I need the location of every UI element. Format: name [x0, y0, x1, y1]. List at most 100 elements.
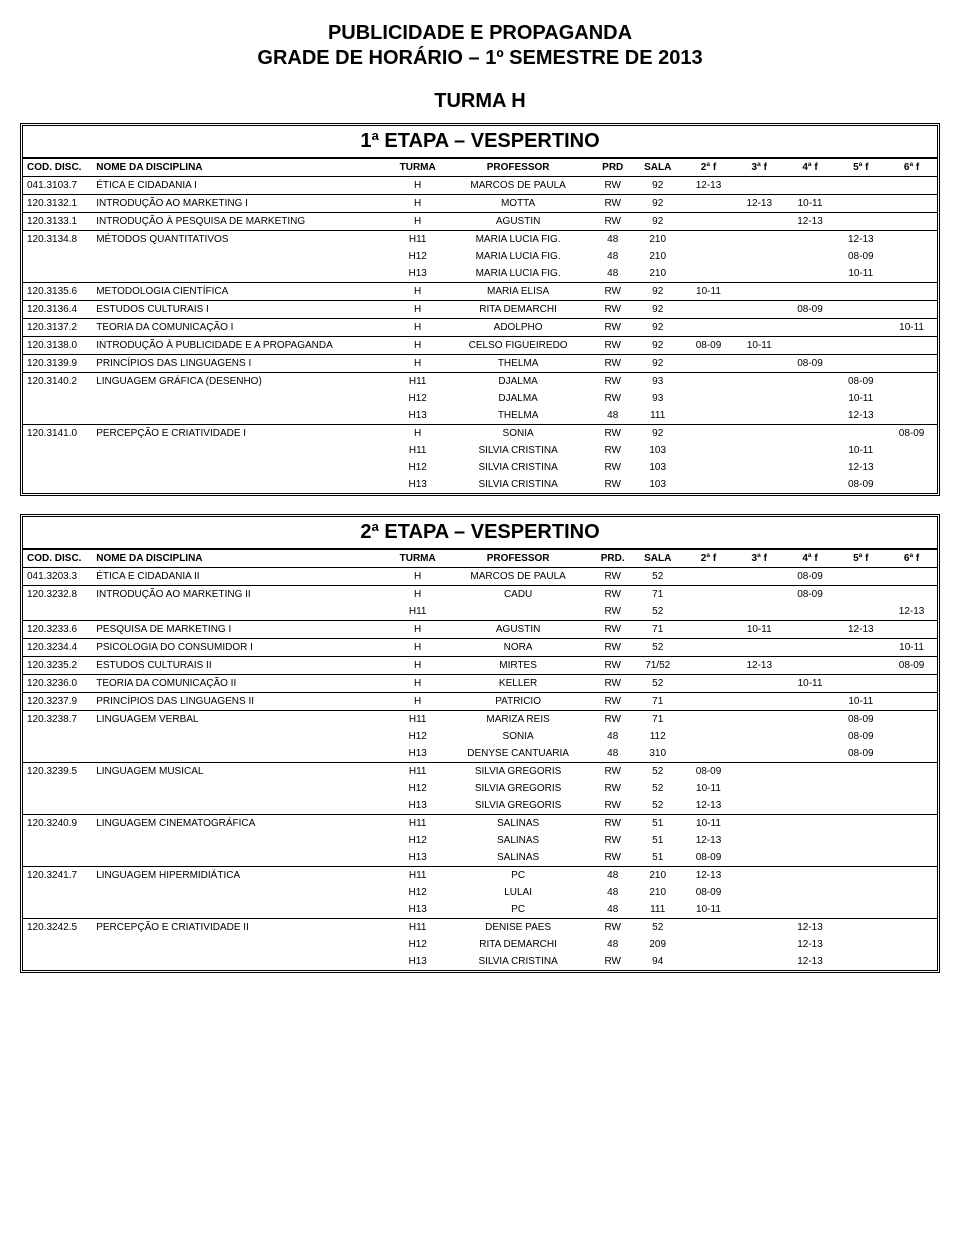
cell-f6	[886, 884, 937, 901]
cell-prd: RW	[593, 693, 632, 711]
turma-label: TURMA H	[20, 90, 940, 113]
cell-prof: MOTTA	[443, 195, 593, 213]
cell-f4: 08-09	[785, 586, 836, 604]
cell-name: INTRODUÇÃO AO MARKETING I	[92, 195, 392, 213]
cell-name: LINGUAGEM HIPERMIDIÁTICA	[92, 867, 392, 885]
cell-f3	[734, 728, 785, 745]
cell-f5	[835, 675, 886, 693]
cell-sala: 112	[632, 728, 683, 745]
cell-name	[92, 901, 392, 919]
cell-f3	[734, 603, 785, 621]
cell-f4	[785, 283, 836, 301]
cell-f6	[886, 442, 937, 459]
etapa1-header-row: COD. DISC. NOME DA DISCIPLINA TURMA PROF…	[23, 159, 937, 177]
table-row: 120.3136.4ESTUDOS CULTURAIS IHRITA DEMAR…	[23, 301, 937, 319]
cell-f2	[683, 476, 734, 493]
cell-prd: RW	[593, 711, 632, 729]
cell-prd: 48	[593, 265, 632, 283]
table-row: 041.3103.7ÉTICA E CIDADANIA IHMARCOS DE …	[23, 177, 937, 195]
cell-f5	[835, 283, 886, 301]
cell-prof: SALINAS	[443, 849, 593, 867]
cell-turma: H13	[392, 476, 443, 493]
cell-prof: PC	[443, 901, 593, 919]
cell-cod	[23, 745, 92, 763]
cell-f3	[734, 407, 785, 425]
cell-sala: 92	[632, 425, 683, 443]
cell-prof: LULAI	[443, 884, 593, 901]
etapa1-title: 1ª ETAPA – VESPERTINO	[23, 126, 937, 158]
cell-prof: MARIA LUCIA FIG.	[443, 265, 593, 283]
col-name: NOME DA DISCIPLINA	[92, 159, 392, 177]
cell-f3	[734, 675, 785, 693]
etapa2-table: COD. DISC. NOME DA DISCIPLINA TURMA PROF…	[23, 549, 937, 970]
table-row: 120.3233.6PESQUISA DE MARKETING IHAGUSTI…	[23, 621, 937, 639]
cell-name	[92, 390, 392, 407]
col-name: NOME DA DISCIPLINA	[92, 550, 392, 568]
cell-turma: H	[392, 213, 443, 231]
cell-turma: H12	[392, 459, 443, 476]
cell-prof: MARIA ELISA	[443, 283, 593, 301]
cell-turma: H	[392, 425, 443, 443]
cell-f6	[886, 901, 937, 919]
cell-prd: RW	[593, 319, 632, 337]
cell-f6	[886, 936, 937, 953]
cell-name	[92, 407, 392, 425]
cell-prd: RW	[593, 832, 632, 849]
cell-sala: 71/52	[632, 657, 683, 675]
cell-f6	[886, 919, 937, 937]
cell-f2	[683, 919, 734, 937]
cell-f5	[835, 639, 886, 657]
cell-f2	[683, 586, 734, 604]
cell-f4	[785, 407, 836, 425]
col-f3: 3ª f	[734, 159, 785, 177]
table-row: 120.3240.9LINGUAGEM CINEMATOGRÁFICAH11SA…	[23, 815, 937, 833]
cell-prof: MARIA LUCIA FIG.	[443, 248, 593, 265]
cell-sala: 210	[632, 248, 683, 265]
table-row: H13SALINASRW5108-09	[23, 849, 937, 867]
cell-prd: RW	[593, 919, 632, 937]
cell-f6	[886, 849, 937, 867]
cell-prd: RW	[593, 442, 632, 459]
cell-cod: 120.3235.2	[23, 657, 92, 675]
cell-sala: 103	[632, 459, 683, 476]
table-row: 120.3236.0TEORIA DA COMUNICAÇÃO IIHKELLE…	[23, 675, 937, 693]
cell-f4: 08-09	[785, 568, 836, 586]
cell-prof: CADU	[443, 586, 593, 604]
cell-f5: 10-11	[835, 390, 886, 407]
cell-cod: 120.3132.1	[23, 195, 92, 213]
cell-f6	[886, 728, 937, 745]
cell-sala: 209	[632, 936, 683, 953]
cell-cod	[23, 901, 92, 919]
cell-f5	[835, 568, 886, 586]
cell-f2	[683, 265, 734, 283]
cell-prof: CELSO FIGUEIREDO	[443, 337, 593, 355]
cell-sala: 210	[632, 884, 683, 901]
table-row: H13SILVIA CRISTINARW9412-13	[23, 953, 937, 970]
cell-sala: 52	[632, 639, 683, 657]
cell-f5	[835, 867, 886, 885]
cell-f5: 10-11	[835, 442, 886, 459]
cell-turma: H11	[392, 763, 443, 781]
cell-turma: H12	[392, 248, 443, 265]
cell-prof	[443, 603, 593, 621]
cell-cod: 120.3233.6	[23, 621, 92, 639]
cell-sala: 71	[632, 711, 683, 729]
cell-f4	[785, 763, 836, 781]
cell-name	[92, 884, 392, 901]
cell-f3	[734, 425, 785, 443]
cell-sala: 92	[632, 319, 683, 337]
cell-prof: SILVIA GREGORIS	[443, 780, 593, 797]
col-cod: COD. DISC.	[23, 550, 92, 568]
cell-f3	[734, 936, 785, 953]
cell-f4	[785, 901, 836, 919]
cell-cod: 120.3134.8	[23, 231, 92, 249]
cell-prof: SONIA	[443, 425, 593, 443]
cell-prd: RW	[593, 603, 632, 621]
cell-turma: H13	[392, 849, 443, 867]
cell-turma: H12	[392, 832, 443, 849]
cell-sala: 210	[632, 231, 683, 249]
cell-sala: 92	[632, 355, 683, 373]
cell-f2	[683, 231, 734, 249]
cell-f3	[734, 693, 785, 711]
cell-f2: 10-11	[683, 901, 734, 919]
